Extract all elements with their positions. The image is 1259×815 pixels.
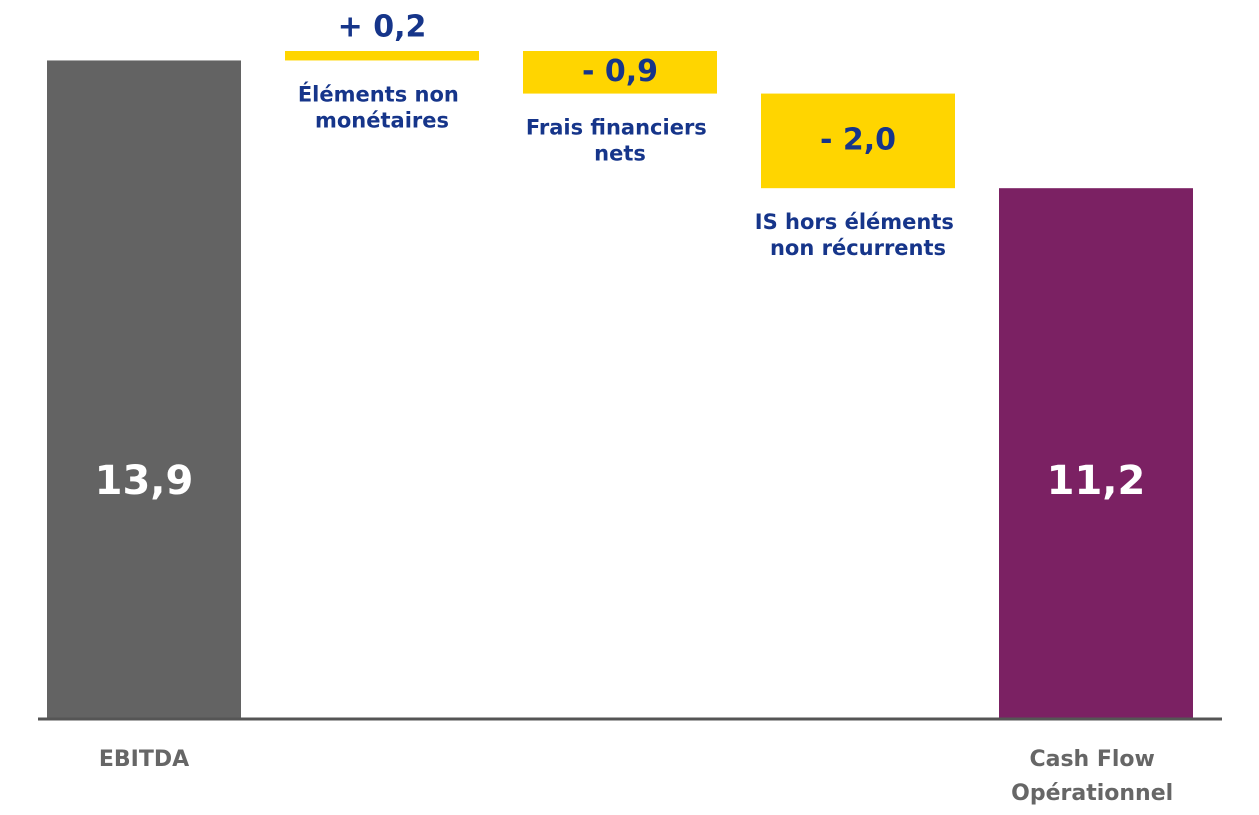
value-label: + 0,2 xyxy=(338,10,427,45)
value-label: 13,9 xyxy=(95,458,194,504)
bar xyxy=(47,60,241,718)
value-label: - 0,9 xyxy=(582,54,658,89)
bar xyxy=(999,188,1193,719)
category-label: Cash Flow Opérationnel (FFO) xyxy=(1011,747,1181,815)
bar xyxy=(761,93,955,189)
bar xyxy=(285,51,479,61)
category-label: Éléments non monétaires xyxy=(298,81,466,132)
value-label: - 2,0 xyxy=(820,122,896,157)
category-label: EBITDA xyxy=(99,747,189,772)
category-label: Frais financiers nets xyxy=(526,116,714,166)
value-label: 11,2 xyxy=(1047,458,1146,504)
bar xyxy=(523,51,717,94)
category-label: IS hors éléments non récurrents xyxy=(755,210,961,260)
